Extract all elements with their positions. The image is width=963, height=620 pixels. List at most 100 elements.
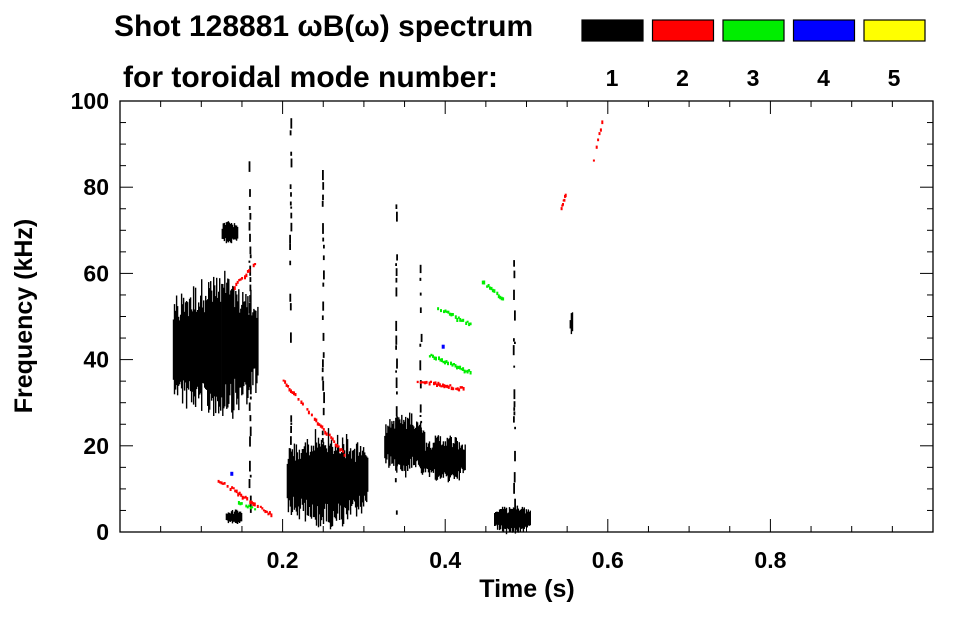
chirp-point bbox=[483, 280, 486, 285]
chirp-point bbox=[239, 278, 242, 281]
line-segment bbox=[290, 212, 293, 219]
line-segment bbox=[322, 182, 325, 190]
blob-column bbox=[304, 442, 307, 522]
blob-column bbox=[408, 418, 410, 465]
chirp-point bbox=[226, 485, 229, 488]
feature-mode-1-blob-2 bbox=[225, 509, 243, 524]
chirp-point bbox=[231, 486, 234, 489]
blob-column bbox=[361, 450, 364, 503]
blob-column bbox=[228, 222, 231, 241]
blob-column bbox=[253, 308, 255, 369]
chirp-point bbox=[287, 385, 290, 388]
chirp-point bbox=[252, 502, 255, 506]
blob-column bbox=[303, 446, 306, 503]
y-tick-label: 0 bbox=[96, 519, 109, 545]
x-tick-labels: 0.2 0.4 0.6 0.8 bbox=[267, 547, 787, 573]
plot-area: 0.2 0.4 0.6 0.8 0 20 40 60 80 100 bbox=[71, 88, 934, 573]
blob-column bbox=[386, 432, 388, 460]
line-segment bbox=[322, 301, 325, 311]
chirp-point bbox=[259, 505, 262, 508]
chirp-point bbox=[458, 388, 461, 392]
line-segment bbox=[321, 367, 324, 373]
blob-column bbox=[227, 278, 229, 408]
blob-column bbox=[236, 226, 239, 239]
blob-column bbox=[228, 512, 231, 522]
chirp-point bbox=[291, 391, 294, 394]
blob-column bbox=[446, 437, 448, 476]
feature-mode-3-chirp-22 bbox=[481, 280, 505, 301]
blob-column bbox=[176, 306, 179, 396]
blob-column bbox=[221, 228, 223, 239]
line-segment bbox=[513, 416, 515, 423]
line-segment bbox=[249, 233, 251, 242]
line-segment bbox=[249, 254, 252, 259]
line-segment bbox=[322, 237, 325, 242]
chirp-point bbox=[441, 383, 444, 388]
blob-column bbox=[340, 452, 343, 520]
blob-column bbox=[232, 285, 234, 419]
blob-column bbox=[418, 424, 421, 467]
blob-column bbox=[309, 451, 312, 517]
chirp-point bbox=[457, 316, 460, 319]
blob-column bbox=[327, 428, 330, 523]
blob-column bbox=[496, 511, 499, 530]
blob-column bbox=[410, 424, 412, 459]
blob-column bbox=[183, 311, 186, 391]
blob-column bbox=[238, 511, 241, 523]
line-segment bbox=[289, 243, 291, 250]
blob-column bbox=[220, 301, 222, 411]
chirp-point bbox=[249, 500, 252, 505]
blob-column bbox=[508, 507, 511, 533]
line-segment bbox=[514, 310, 516, 321]
chirp-point bbox=[244, 495, 247, 499]
blob-column bbox=[287, 458, 290, 513]
chirp-point bbox=[343, 453, 346, 457]
chirp-point bbox=[253, 502, 256, 507]
feature-mode-1-blob-4 bbox=[384, 412, 426, 478]
chirp-point bbox=[440, 309, 442, 313]
chirp-point bbox=[262, 509, 265, 512]
chirp-point bbox=[240, 493, 243, 497]
chirp-point bbox=[438, 356, 440, 361]
chirp-point bbox=[469, 371, 472, 375]
blob-column bbox=[201, 279, 203, 411]
chirp-point bbox=[468, 322, 471, 327]
blob-column bbox=[441, 444, 444, 475]
line-segment bbox=[323, 392, 325, 404]
blob-column bbox=[293, 443, 296, 510]
line-segment bbox=[513, 270, 516, 279]
blob-column bbox=[297, 459, 300, 507]
line-segment bbox=[290, 482, 293, 486]
blob-column bbox=[442, 441, 445, 478]
blob-column bbox=[506, 513, 509, 529]
chirp-point bbox=[496, 291, 499, 296]
blob-column bbox=[212, 301, 214, 398]
chirp-point bbox=[240, 502, 243, 505]
chirp-point bbox=[232, 487, 235, 490]
blob-column bbox=[461, 444, 463, 469]
chirp-point bbox=[239, 502, 242, 506]
feature-mode-2-chirp-19 bbox=[560, 193, 567, 211]
line-segment bbox=[249, 426, 252, 437]
chirp-point bbox=[433, 356, 436, 360]
blob-column bbox=[190, 309, 193, 403]
chirp-point bbox=[254, 263, 257, 266]
chirp-point bbox=[462, 367, 465, 371]
blob-column bbox=[308, 455, 311, 507]
chirp-point bbox=[428, 355, 431, 358]
blob-column bbox=[389, 419, 391, 466]
blob-column bbox=[524, 513, 526, 527]
legend-label-mode-5: 5 bbox=[888, 65, 901, 91]
chirp-point bbox=[325, 432, 328, 436]
chirp-point bbox=[235, 489, 238, 494]
blob-column bbox=[347, 454, 350, 511]
blob-column bbox=[245, 294, 247, 385]
blob-column bbox=[208, 282, 210, 413]
line-segment bbox=[396, 254, 398, 261]
line-segment bbox=[419, 277, 422, 281]
chirp-point bbox=[595, 145, 598, 149]
line-segment bbox=[289, 184, 292, 189]
blob-column bbox=[233, 511, 236, 522]
line-segment bbox=[321, 200, 324, 207]
blob-column bbox=[342, 444, 345, 524]
